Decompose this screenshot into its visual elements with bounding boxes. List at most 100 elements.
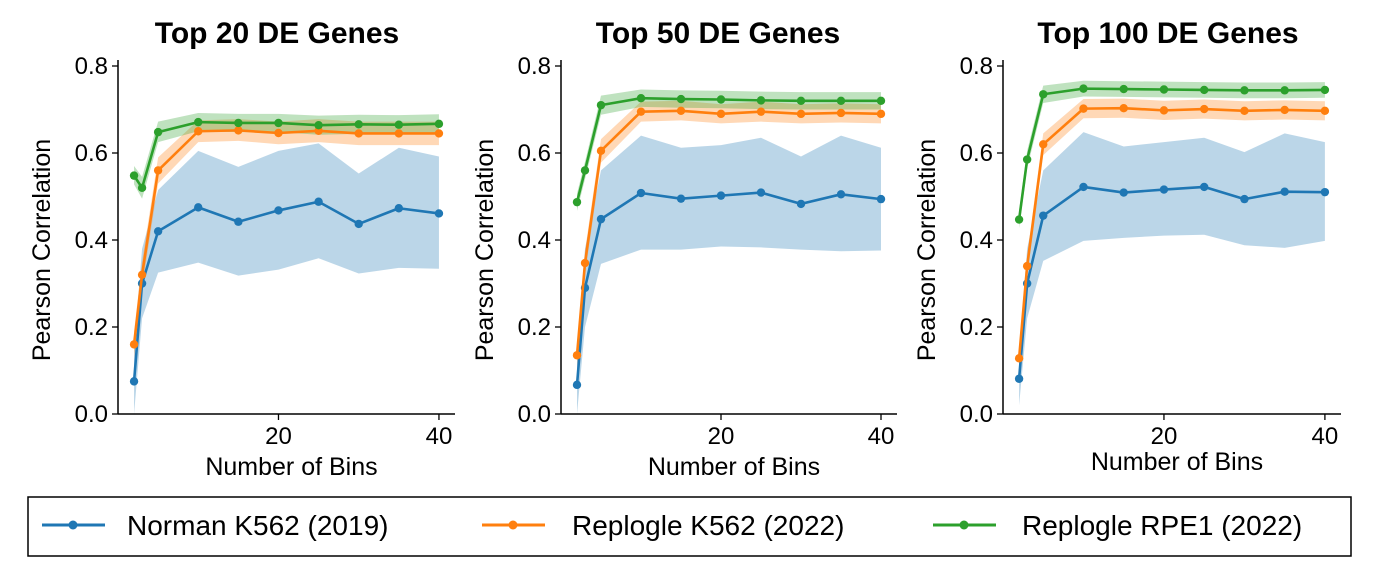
- x-tick-label: 20: [708, 423, 735, 450]
- data-point-replogle-rpe1: [1079, 84, 1088, 93]
- data-point-replogle-rpe1: [234, 118, 243, 128]
- chart-panel-top100: Top 100 DE Genes 0.0 0.2 0.4 0.6 0.8 20 40 Numb…: [913, 17, 1341, 476]
- y-tick-label: 0.4: [518, 227, 551, 254]
- data-point-replogle-rpe1: [1320, 85, 1330, 95]
- x-tick-label: 20: [265, 423, 292, 450]
- y-tick-label: 0.8: [75, 53, 108, 80]
- x-axis-label: Number of Bins: [648, 453, 820, 481]
- data-point-replogle-rpe1: [1039, 90, 1048, 99]
- data-point-norman: [596, 214, 606, 224]
- y-tick-label: 0.0: [518, 401, 551, 428]
- data-point-replogle-rpe1: [314, 120, 323, 130]
- data-point-norman: [876, 194, 886, 204]
- data-point-replogle-rpe1: [153, 127, 163, 137]
- data-point-norman: [354, 219, 363, 229]
- data-point-replogle-rpe1: [836, 96, 846, 106]
- legend-label-norman: Norman K562 (2019): [127, 510, 388, 541]
- y-axis-label: Pearson Correlation: [471, 139, 499, 361]
- data-point-replogle-k562: [1159, 106, 1169, 115]
- x-tick-label: 40: [426, 423, 453, 450]
- x-tick-label: 20: [1151, 423, 1178, 450]
- data-point-replogle-k562: [234, 126, 243, 135]
- confidence-band-norman: [134, 143, 439, 414]
- data-point-norman: [153, 227, 163, 236]
- data-point-replogle-k562: [1039, 140, 1048, 149]
- x-axis-label: Number of Bins: [205, 453, 377, 481]
- series-line-replogle-rpe1: [132, 120, 439, 190]
- data-point-replogle-k562: [137, 270, 147, 279]
- data-point-norman: [434, 209, 444, 218]
- data-point-norman: [1079, 182, 1088, 192]
- legend-label-replogle-rpe1: Replogle RPE1 (2022): [1022, 510, 1302, 541]
- data-point-replogle-rpe1: [1159, 85, 1169, 94]
- data-point-norman: [1014, 374, 1024, 383]
- data-point-replogle-k562: [796, 109, 806, 119]
- data-point-norman: [1119, 188, 1128, 197]
- data-point-replogle-k562: [1079, 104, 1088, 113]
- y-tick-label: 0.2: [960, 314, 993, 341]
- data-point-norman: [836, 190, 846, 199]
- data-point-replogle-k562: [153, 166, 163, 175]
- data-point-norman: [1159, 185, 1169, 194]
- data-point-replogle-k562: [434, 129, 444, 138]
- series-line-replogle-k562: [1017, 106, 1325, 359]
- y-tick-label: 0.0: [960, 401, 993, 428]
- data-point-replogle-rpe1: [1014, 215, 1024, 224]
- data-point-norman: [394, 204, 404, 213]
- data-point-replogle-rpe1: [194, 117, 203, 127]
- y-tick-label: 0.6: [75, 140, 108, 167]
- data-point-replogle-rpe1: [1022, 155, 1032, 164]
- data-point-norman: [1240, 194, 1249, 204]
- data-point-norman: [1199, 182, 1209, 192]
- data-point-norman: [129, 377, 139, 386]
- data-point-replogle-rpe1: [876, 96, 886, 106]
- legend-marker-replogle-rpe1: [959, 520, 969, 530]
- data-point-norman: [274, 206, 283, 215]
- confidence-band-norman: [1019, 132, 1325, 406]
- data-point-replogle-k562: [1240, 106, 1249, 116]
- confidence-band-replogle-k562: [134, 119, 439, 358]
- legend-item-replogle-k562: Replogle K562 (2022): [482, 510, 844, 541]
- data-point-replogle-k562: [580, 258, 590, 268]
- data-point-norman: [1039, 211, 1048, 220]
- y-axis-label: Pearson Correlation: [28, 139, 56, 361]
- data-point-replogle-rpe1: [572, 197, 582, 207]
- data-point-replogle-k562: [194, 127, 203, 136]
- data-point-replogle-k562: [354, 129, 363, 138]
- data-point-replogle-k562: [1280, 105, 1289, 115]
- y-axis-label: Pearson Correlation: [913, 139, 941, 361]
- data-point-replogle-k562: [636, 107, 646, 116]
- data-point-replogle-rpe1: [796, 96, 806, 106]
- chart-title: Top 100 DE Genes: [1037, 17, 1298, 50]
- series-line-replogle-rpe1: [1017, 87, 1325, 220]
- x-tick-label: 40: [868, 423, 895, 450]
- data-point-replogle-rpe1: [756, 96, 766, 105]
- chart-title: Top 20 DE Genes: [155, 17, 400, 50]
- legend-item-replogle-rpe1: Replogle RPE1 (2022): [933, 510, 1302, 541]
- y-tick-label: 0.8: [518, 53, 551, 80]
- legend-frame: [27, 496, 1352, 557]
- data-point-replogle-rpe1: [1240, 86, 1249, 95]
- data-point-norman: [1320, 187, 1330, 197]
- data-point-replogle-rpe1: [1280, 86, 1289, 95]
- data-point-replogle-k562: [676, 106, 686, 116]
- data-point-replogle-k562: [716, 109, 726, 119]
- data-point-replogle-k562: [756, 107, 766, 116]
- x-axis-label: Number of Bins: [1091, 448, 1263, 476]
- y-tick-label: 0.2: [518, 314, 551, 341]
- data-point-replogle-k562: [1014, 354, 1024, 363]
- data-point-norman: [572, 380, 582, 390]
- data-point-norman: [636, 188, 646, 198]
- data-point-replogle-k562: [1199, 104, 1209, 114]
- confidence-band-norman: [577, 135, 881, 414]
- data-point-replogle-k562: [1119, 103, 1128, 113]
- y-tick-label: 0.8: [960, 53, 993, 80]
- data-point-replogle-rpe1: [434, 119, 444, 129]
- data-point-replogle-k562: [1022, 261, 1032, 271]
- legend: Norman K562 (2019) Replogle K562 (2022) …: [27, 496, 1352, 557]
- confidence-band-replogle-rpe1: [134, 112, 439, 199]
- data-point-replogle-rpe1: [354, 120, 363, 129]
- data-point-replogle-k562: [876, 109, 886, 119]
- series-line-norman: [1017, 185, 1325, 379]
- data-point-replogle-k562: [274, 128, 283, 138]
